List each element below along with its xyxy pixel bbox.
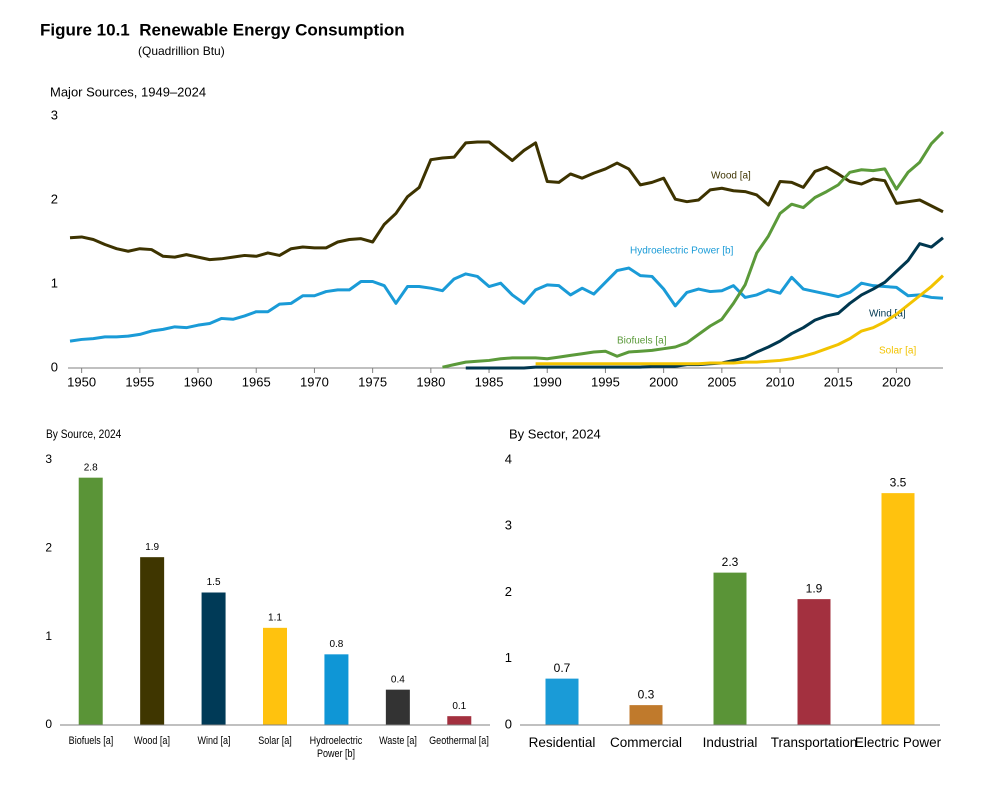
x-tick-label: 2005 <box>707 374 736 389</box>
value-label: 1.9 <box>806 581 823 595</box>
x-tick-label: Waste [a] <box>378 735 417 747</box>
y-tick-label: 1 <box>45 629 52 643</box>
y-tick-label: 1 <box>505 650 512 665</box>
value-label: 2.8 <box>84 462 98 473</box>
value-label: 1.9 <box>145 542 159 553</box>
line-series <box>69 140 944 262</box>
x-tick-label: Electric Power <box>854 735 942 750</box>
y-tick-label: 2 <box>505 584 512 599</box>
x-tick-label: Hydroelectric Power [b] <box>310 735 363 760</box>
x-tick-label: Industrial <box>702 735 758 750</box>
bar <box>447 716 472 725</box>
x-tick-label: 2020 <box>882 374 911 389</box>
x-tick-label: Wind [a] <box>197 735 231 747</box>
line-series <box>69 266 944 343</box>
y-tick-label: 2 <box>51 191 58 206</box>
series-label: Biofuels [a] <box>617 336 667 347</box>
value-label: 0.4 <box>391 674 405 685</box>
bar <box>797 599 831 725</box>
series-label: Hydroelectric Power [b] <box>630 246 734 257</box>
x-tick-label: Transportation <box>770 735 858 750</box>
x-tick-label: 1965 <box>242 374 271 389</box>
y-tick-label: 3 <box>45 452 52 466</box>
value-label: 0.8 <box>329 639 343 650</box>
bar <box>201 592 226 725</box>
bar <box>385 689 410 725</box>
y-tick-label: 0 <box>505 716 512 731</box>
x-tick-label: 1955 <box>125 374 154 389</box>
value-label: 0.1 <box>452 701 466 712</box>
x-tick-label: Residential <box>528 735 596 750</box>
x-tick-label: 1970 <box>300 374 329 389</box>
x-tick-label: 1975 <box>358 374 387 389</box>
y-tick-label: 3 <box>51 107 58 122</box>
line-series <box>535 274 945 366</box>
figure-subtitle: (Quadrillion Btu) <box>138 44 225 58</box>
x-tick-label: Geothermal [a] <box>429 735 490 747</box>
y-tick-label: 0 <box>45 717 52 731</box>
value-label: 1.5 <box>207 577 221 588</box>
x-tick-label: 1950 <box>67 374 96 389</box>
x-tick-label: 1990 <box>533 374 562 389</box>
x-tick-label: 1960 <box>184 374 213 389</box>
x-tick-label: Solar [a] <box>258 735 292 747</box>
bar <box>263 627 287 725</box>
x-tick-label: 1985 <box>475 374 504 389</box>
x-tick-label: Biofuels [a] <box>68 735 114 747</box>
chart-title: By Source, 2024 <box>46 428 121 441</box>
value-label: 2.3 <box>722 555 739 569</box>
bar <box>324 654 349 725</box>
line-series <box>442 130 945 369</box>
y-tick-label: 4 <box>505 451 512 466</box>
x-tick-label: 2000 <box>649 374 678 389</box>
chart-title: By Sector, 2024 <box>509 426 601 441</box>
series-label: Solar [a] <box>879 346 916 357</box>
line-series <box>465 236 944 370</box>
x-tick-label: Commercial <box>609 735 682 750</box>
value-label: 0.3 <box>638 687 655 701</box>
y-tick-label: 0 <box>51 359 58 374</box>
y-tick-label: 3 <box>505 518 512 533</box>
y-tick-label: 2 <box>45 541 52 555</box>
value-label: 1.1 <box>268 612 282 623</box>
x-tick-label: 1995 <box>591 374 620 389</box>
bar <box>629 705 663 725</box>
series-label: Wood [a] <box>711 171 751 182</box>
bar <box>78 477 103 725</box>
bar <box>713 572 747 725</box>
value-label: 0.7 <box>554 661 571 675</box>
bar <box>881 493 915 725</box>
y-tick-label: 1 <box>51 275 58 290</box>
x-tick-label: 2015 <box>824 374 853 389</box>
x-tick-label: 2010 <box>766 374 795 389</box>
bar <box>545 678 579 725</box>
value-label: 3.5 <box>890 475 907 489</box>
figure-title: Figure 10.1 Renewable Energy Consumption <box>40 20 405 39</box>
chart-title: Major Sources, 1949–2024 <box>50 84 206 99</box>
series-label: Wind [a] <box>869 309 906 320</box>
bar <box>140 557 165 725</box>
x-tick-label: 1980 <box>416 374 445 389</box>
x-tick-label: Wood [a] <box>134 735 171 747</box>
